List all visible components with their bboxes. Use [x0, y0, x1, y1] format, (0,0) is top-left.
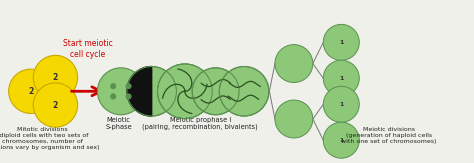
Ellipse shape	[110, 94, 116, 99]
Ellipse shape	[219, 67, 269, 116]
Ellipse shape	[323, 86, 359, 122]
Text: 2: 2	[28, 87, 34, 96]
Text: 1: 1	[339, 102, 344, 107]
Ellipse shape	[33, 55, 78, 100]
Ellipse shape	[275, 100, 313, 138]
Text: Meiotic divisions
(generation of haploid cells
with one set of chromosomes): Meiotic divisions (generation of haploid…	[341, 127, 437, 144]
Text: 1: 1	[339, 138, 344, 143]
Text: Meiotic
S-phase: Meiotic S-phase	[105, 117, 132, 130]
Ellipse shape	[323, 24, 359, 60]
Ellipse shape	[126, 94, 131, 99]
Ellipse shape	[323, 122, 359, 158]
Ellipse shape	[98, 68, 144, 115]
Text: Mitotic divisions
(diploid cells with two sets of
chromosomes, number of
divisio: Mitotic divisions (diploid cells with tw…	[0, 127, 100, 149]
Ellipse shape	[275, 45, 313, 82]
Ellipse shape	[323, 60, 359, 96]
Text: 2: 2	[53, 101, 58, 110]
Text: 1: 1	[339, 40, 344, 45]
Text: 2: 2	[53, 73, 58, 82]
Ellipse shape	[126, 83, 131, 89]
Ellipse shape	[110, 83, 116, 89]
Text: Meiotic prophase I
(pairing, recombination, bivalents): Meiotic prophase I (pairing, recombinati…	[142, 117, 258, 130]
Ellipse shape	[127, 67, 176, 116]
Text: 1: 1	[339, 76, 344, 81]
Ellipse shape	[33, 83, 78, 127]
Ellipse shape	[9, 69, 53, 113]
Ellipse shape	[157, 64, 212, 119]
Ellipse shape	[192, 68, 239, 115]
Text: Start meiotic
cell cycle: Start meiotic cell cycle	[63, 39, 112, 59]
Polygon shape	[127, 67, 152, 116]
